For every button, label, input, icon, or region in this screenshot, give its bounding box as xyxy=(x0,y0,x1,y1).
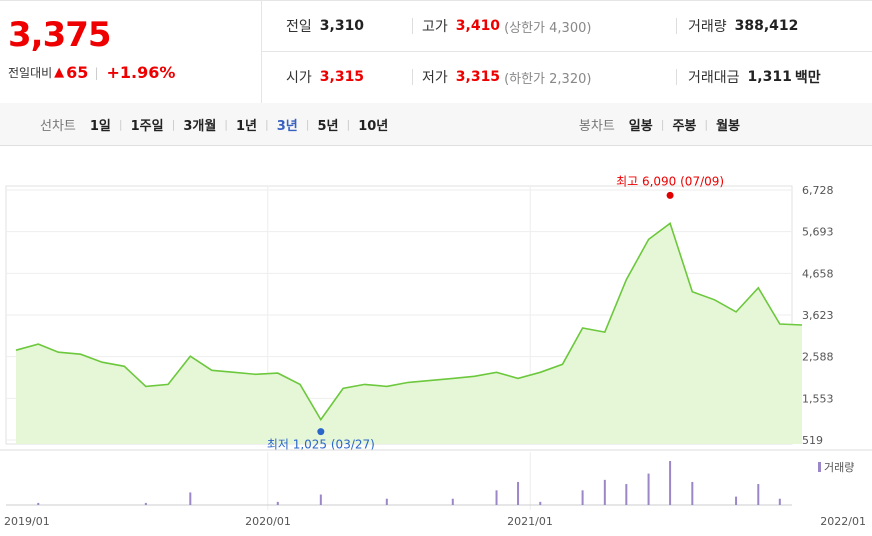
open-price: 시가 3,315 xyxy=(286,69,365,86)
change-label: 전일대비 xyxy=(8,66,53,80)
volume-legend: 거래량 xyxy=(824,461,854,474)
candle-period-tabs: 일봉 | 주봉 | 월봉 xyxy=(621,115,748,134)
tab-line-period-6[interactable]: 10년 xyxy=(358,118,389,134)
volume-bar xyxy=(669,461,672,505)
chart-tabs: 선차트 1일 | 1주일 | 3개월 | 1년 | 3년 | 5년 | 10년 봉차트 일봉 | 주봉 | 월봉 xyxy=(0,103,872,146)
high-price: 고가 3,410 (상한가 4,300) xyxy=(422,18,592,36)
y-tick-label: 519 xyxy=(802,434,823,447)
volume-bar xyxy=(495,490,498,505)
y-tick-label: 3,623 xyxy=(802,309,834,322)
line-chart-title: 선차트 xyxy=(40,118,76,134)
line-period-tabs: 1일 | 1주일 | 3개월 | 1년 | 3년 | 5년 | 10년 xyxy=(82,115,396,134)
low-price: 저가 3,315 (하한가 2,320) xyxy=(422,69,592,87)
volume-bar xyxy=(276,501,279,505)
price-line xyxy=(15,221,803,422)
tab-line-period-2[interactable]: 3개월 xyxy=(183,118,217,134)
volume-bar xyxy=(691,481,694,505)
divider xyxy=(412,18,413,34)
quote-panel: 3,375 전일대비 ▲ 65 | +1.96% 전일 3,310 고가 3,4… xyxy=(0,0,872,104)
divider xyxy=(412,69,413,85)
y-tick-label: 2,588 xyxy=(802,351,834,364)
tab-line-period-5[interactable]: 5년 xyxy=(317,118,339,134)
tab-candle-period-0[interactable]: 일봉 xyxy=(628,118,653,134)
x-tick-label: 2020/01 xyxy=(245,515,291,528)
volume-bar xyxy=(603,479,606,505)
high-marker xyxy=(666,191,674,199)
x-tick-label: 2019/01 xyxy=(4,515,50,528)
change-value: 65 xyxy=(66,63,89,82)
tab-divider: | xyxy=(704,117,709,131)
volume-bar xyxy=(517,481,520,505)
current-price-box: 3,375 전일대비 ▲ 65 | +1.96% xyxy=(0,1,262,103)
trade-amount: 거래대금 1,311 백만 xyxy=(688,69,821,86)
volume-bar xyxy=(37,502,40,505)
volume-bar xyxy=(189,492,192,505)
divider xyxy=(676,69,677,85)
divider: | xyxy=(94,65,99,80)
volume: 거래량 388,412 xyxy=(688,18,799,35)
volume-bar xyxy=(385,498,388,505)
volume-bar xyxy=(778,498,781,505)
tab-line-period-4[interactable]: 3년 xyxy=(276,118,298,134)
quote-row-1: 전일 3,310 고가 3,410 (상한가 4,300) 거래량 388,41… xyxy=(262,1,872,52)
volume-bar xyxy=(539,501,542,505)
tab-divider: | xyxy=(660,117,665,131)
current-price: 3,375 xyxy=(8,15,112,55)
tab-divider: | xyxy=(118,117,123,131)
volume-bar xyxy=(647,473,650,505)
volume-bar xyxy=(144,502,147,505)
change-percent: +1.96% xyxy=(106,63,176,82)
tab-line-period-0[interactable]: 1일 xyxy=(89,118,111,134)
tab-line-period-1[interactable]: 1주일 xyxy=(130,118,164,134)
y-tick-label: 1,553 xyxy=(802,392,834,405)
divider xyxy=(676,18,677,34)
volume-bar xyxy=(581,490,584,505)
volume-bar xyxy=(735,496,738,505)
tab-divider: | xyxy=(305,117,310,131)
candle-chart-title: 봉차트 xyxy=(578,118,615,134)
x-tick-label: 2022/01 xyxy=(820,515,866,528)
price-area xyxy=(16,223,802,444)
low-annotation: 최저 1,025 (03/27) xyxy=(267,438,375,452)
y-tick-label: 6,728 xyxy=(802,184,834,197)
volume-bar xyxy=(451,498,454,505)
x-tick-label: 2021/01 xyxy=(507,515,553,528)
tab-line-period-3[interactable]: 1년 xyxy=(236,118,258,134)
tab-divider: | xyxy=(224,117,228,131)
tab-candle-period-2[interactable]: 월봉 xyxy=(716,118,740,134)
low-marker xyxy=(317,428,325,436)
tab-divider: | xyxy=(265,117,269,131)
y-tick-label: 5,693 xyxy=(802,226,834,239)
volume-bar xyxy=(757,484,760,505)
volume-legend-swatch xyxy=(818,462,821,472)
high-annotation: 최고 6,090 (07/09) xyxy=(616,174,724,188)
price-chart: 6,728 5,693 4,658 3,623 2,588 1,553 519 최고 6,09… xyxy=(0,174,872,528)
quote-row-2: 시가 3,315 저가 3,315 (하한가 2,320) 거래대금 1,311… xyxy=(262,52,872,102)
tab-divider: | xyxy=(346,117,351,131)
volume-bar xyxy=(319,494,322,505)
tab-candle-period-1[interactable]: 주봉 xyxy=(672,118,697,134)
volume-bar xyxy=(625,484,628,505)
change-row: 전일대비 ▲ 65 | +1.96% xyxy=(8,63,175,82)
y-tick-label: 4,658 xyxy=(802,267,834,280)
up-arrow-icon: ▲ xyxy=(54,65,65,80)
prev-close: 전일 3,310 xyxy=(286,18,365,35)
tab-divider: | xyxy=(171,117,176,131)
